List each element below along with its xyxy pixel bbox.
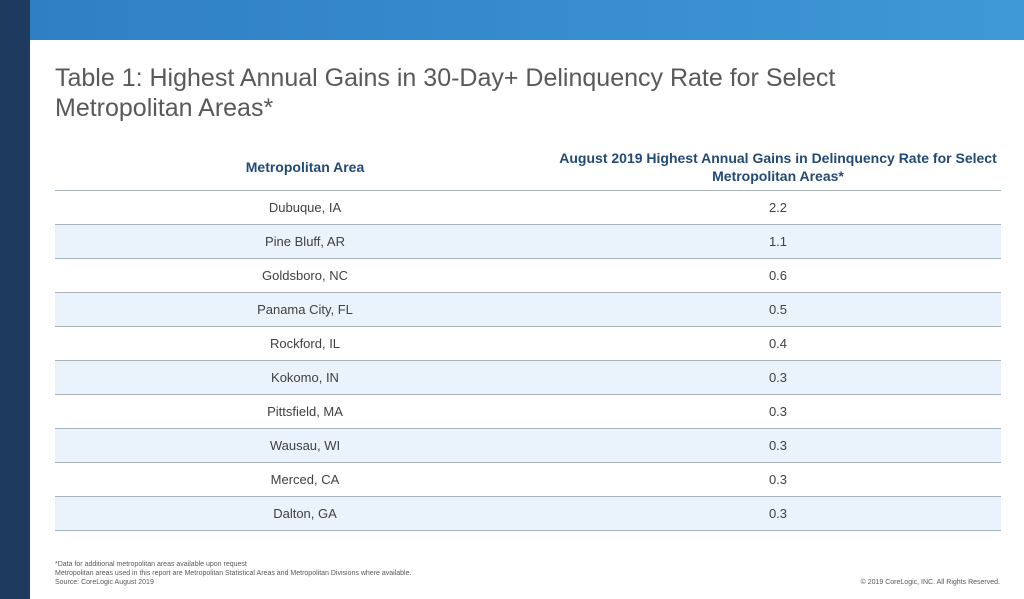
metro-area-cell: Goldsboro, NC <box>55 258 555 293</box>
metro-area-cell: Merced, CA <box>55 462 555 497</box>
gain-value-cell: 1.1 <box>555 224 1001 259</box>
delinquency-table: Metropolitan Area August 2019 Highest An… <box>55 143 1001 531</box>
table-row: Dubuque, IA 2.2 <box>55 190 1001 225</box>
metro-area-cell: Dalton, GA <box>55 496 555 531</box>
metro-area-cell: Kokomo, IN <box>55 360 555 395</box>
footnote-additional-data: *Data for additional metropolitan areas … <box>55 561 247 568</box>
table-row: Dalton, GA 0.3 <box>55 496 1001 531</box>
column-header-metro-area: Metropolitan Area <box>55 143 555 191</box>
page-title: Table 1: Highest Annual Gains in 30-Day+… <box>55 64 836 122</box>
gain-value-cell: 0.3 <box>555 428 1001 463</box>
gain-value-cell: 0.3 <box>555 394 1001 429</box>
table-row: Pine Bluff, AR 1.1 <box>55 224 1001 259</box>
footnote-metro-definition: Metropolitan areas used in this report a… <box>55 570 412 577</box>
footnotes: *Data for additional metropolitan areas … <box>55 560 411 587</box>
metro-area-cell: Rockford, IL <box>55 326 555 361</box>
data-table-container: Metropolitan Area August 2019 Highest An… <box>55 143 1001 531</box>
gain-value-cell: 0.6 <box>555 258 1001 293</box>
table-row: Goldsboro, NC 0.6 <box>55 258 1001 293</box>
footnote-source: Source: CoreLogic August 2019 <box>55 579 154 586</box>
gain-value-cell: 2.2 <box>555 190 1001 225</box>
gain-value-cell: 0.5 <box>555 292 1001 327</box>
table-row: Wausau, WI 0.3 <box>55 428 1001 463</box>
metro-area-cell: Wausau, WI <box>55 428 555 463</box>
column-header-annual-gains: August 2019 Highest Annual Gains in Deli… <box>555 143 1001 191</box>
copyright-notice: © 2019 CoreLogic, INC. All Rights Reserv… <box>860 579 1000 586</box>
gain-value-cell: 0.3 <box>555 462 1001 497</box>
table-row: Pittsfield, MA 0.3 <box>55 394 1001 429</box>
top-banner <box>30 0 1024 40</box>
metro-area-cell: Panama City, FL <box>55 292 555 327</box>
table-row: Rockford, IL 0.4 <box>55 326 1001 361</box>
table-header-row: Metropolitan Area August 2019 Highest An… <box>55 143 1001 191</box>
metro-area-cell: Dubuque, IA <box>55 190 555 225</box>
metro-area-cell: Pine Bluff, AR <box>55 224 555 259</box>
table-row: Panama City, FL 0.5 <box>55 292 1001 327</box>
gain-value-cell: 0.4 <box>555 326 1001 361</box>
table-row: Merced, CA 0.3 <box>55 462 1001 497</box>
gain-value-cell: 0.3 <box>555 496 1001 531</box>
metro-area-cell: Pittsfield, MA <box>55 394 555 429</box>
table-row: Kokomo, IN 0.3 <box>55 360 1001 395</box>
left-accent-bar <box>0 0 30 599</box>
gain-value-cell: 0.3 <box>555 360 1001 395</box>
